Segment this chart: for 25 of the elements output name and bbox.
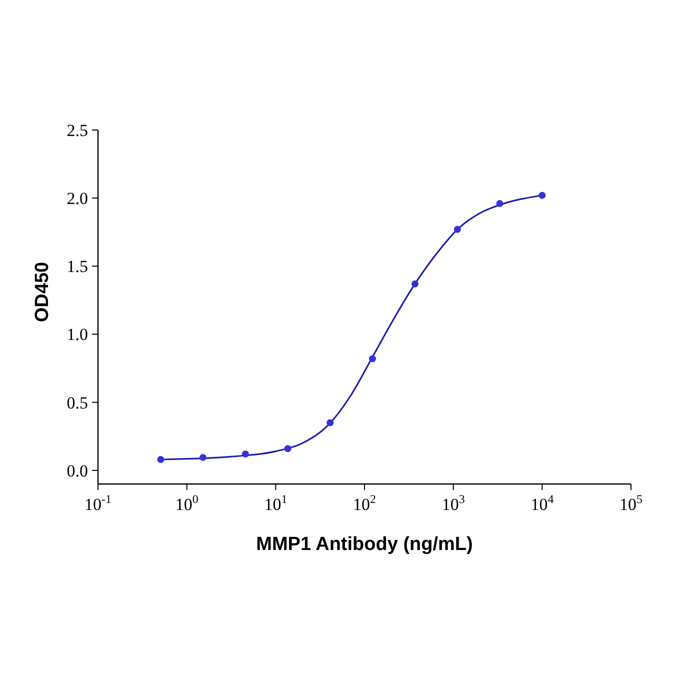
point — [496, 200, 504, 208]
y-tick-label: 1.0 — [66, 325, 88, 344]
y-axis-title: OD450 — [32, 262, 53, 322]
y-tick-label: 2.5 — [66, 121, 88, 140]
point — [454, 226, 461, 233]
y-tick-label: 0.0 — [66, 461, 88, 480]
x-axis-title: MMP1 Antibody (ng/mL) — [256, 534, 473, 555]
x-tick-label: 10$^{1}$ — [264, 492, 288, 514]
point — [199, 454, 206, 461]
point — [368, 355, 376, 362]
point — [326, 419, 334, 426]
x-tick-label: 10$^{3}$ — [442, 492, 465, 514]
point — [242, 450, 249, 458]
y-tick-label: 1.5 — [66, 257, 88, 276]
x-tick-label: 10$^{5}$ — [620, 492, 643, 514]
x-tick-label: 10$^{4}$ — [530, 492, 554, 514]
point — [538, 192, 546, 199]
y-tick-label: 2.0 — [66, 189, 88, 208]
point — [157, 456, 164, 463]
y-tick-label: 0.5 — [66, 393, 88, 412]
x-tick-label: 10$^{-1}$ — [84, 492, 112, 514]
point — [411, 280, 418, 288]
x-tick-label: 10$^{0}$ — [175, 492, 198, 514]
point — [284, 445, 292, 452]
x-tick-label: 10$^{2}$ — [353, 492, 376, 514]
